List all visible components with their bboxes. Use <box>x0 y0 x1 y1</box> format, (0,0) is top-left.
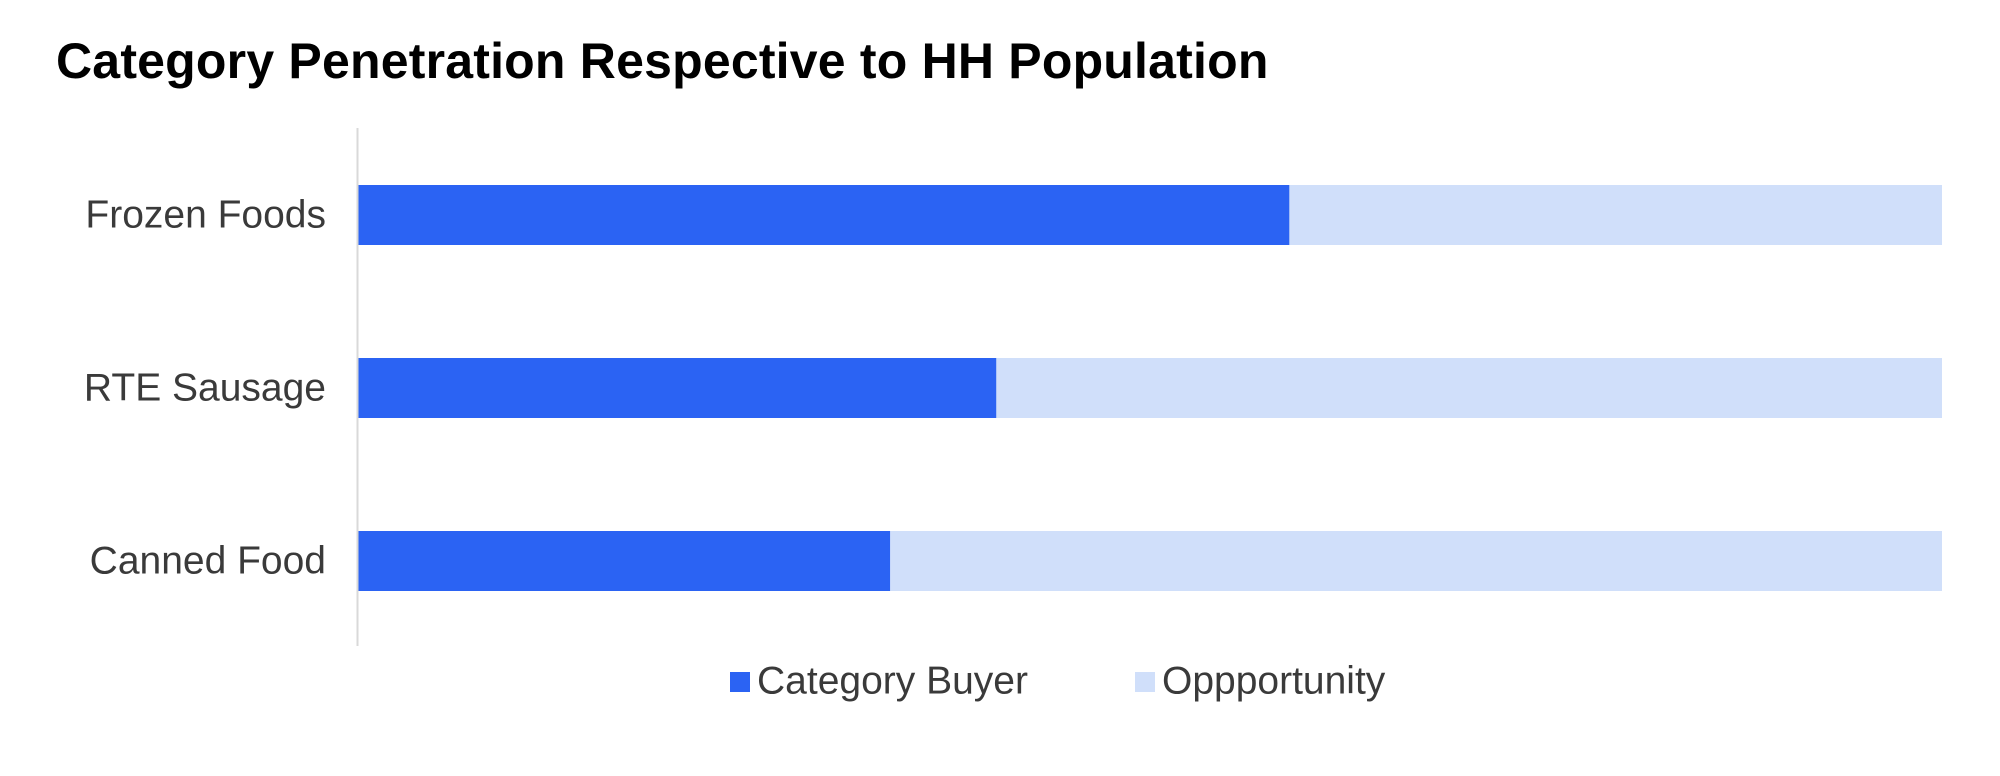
category-label-rte-sausage: RTE Sausage <box>84 367 326 410</box>
bar-oppportunity-canned-food <box>890 531 1942 591</box>
category-label-frozen-foods: Frozen Foods <box>85 194 326 237</box>
category-label-canned-food: Canned Food <box>90 540 326 583</box>
legend-swatch-oppportunity <box>1135 672 1155 692</box>
bar-category-buyer-rte-sausage <box>358 358 997 418</box>
bar-oppportunity-frozen-foods <box>1289 185 1942 245</box>
chart-title: Category Penetration Respective to HH Po… <box>56 33 1269 89</box>
legend-swatch-category-buyer <box>730 672 750 692</box>
bar-category-buyer-frozen-foods <box>358 185 1290 245</box>
legend: Category Buyer Oppportunity <box>730 660 1386 703</box>
legend-label-category-buyer: Category Buyer <box>757 660 1028 703</box>
bar-oppportunity-rte-sausage <box>996 358 1942 418</box>
legend-label-oppportunity: Oppportunity <box>1162 660 1386 703</box>
bar-category-buyer-canned-food <box>358 531 891 591</box>
category-labels: Frozen Foods RTE Sausage Canned Food <box>84 194 326 583</box>
bars-layer <box>358 185 1942 591</box>
